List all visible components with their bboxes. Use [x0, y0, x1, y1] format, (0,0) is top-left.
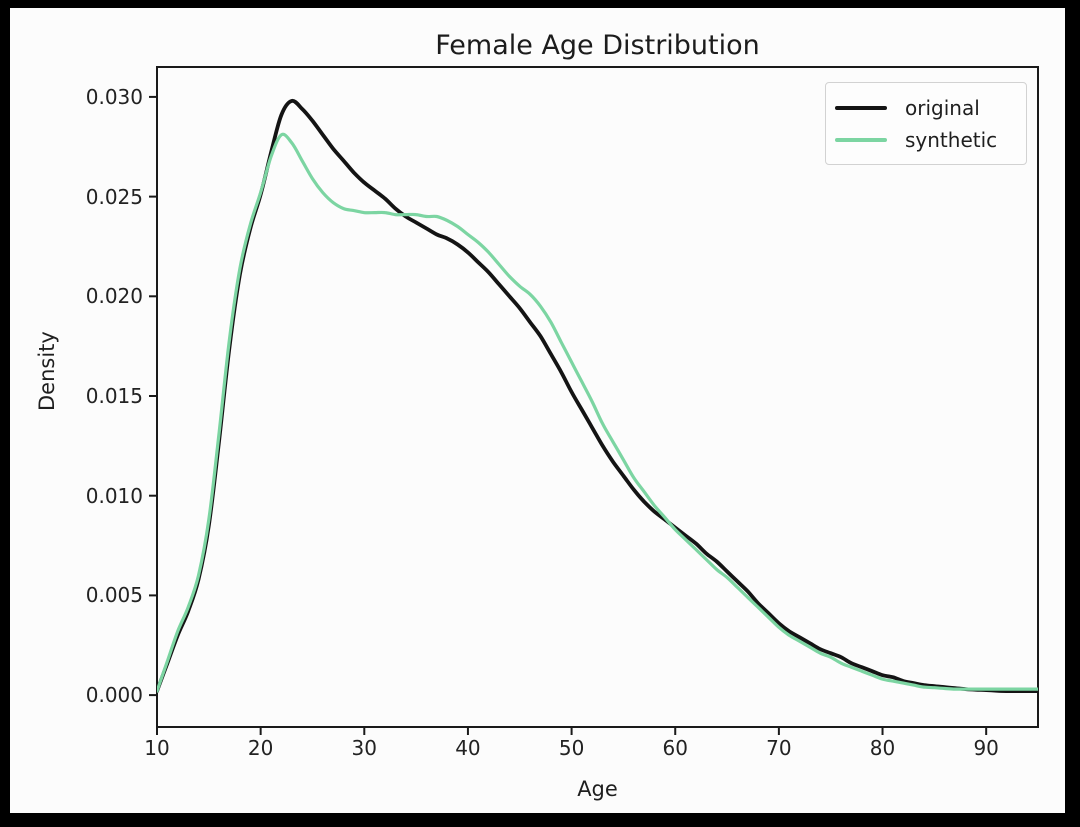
- y-tick-label: 0.005: [85, 583, 143, 608]
- x-tick-label: 90: [973, 736, 999, 760]
- x-tick-label: 40: [455, 736, 481, 760]
- plot-area: [149, 66, 1039, 735]
- plot-frame: [156, 66, 1039, 728]
- y-tick-label: 0.010: [85, 483, 143, 508]
- original-line-swatch: [835, 105, 887, 110]
- y-tick-label: 0.030: [85, 84, 143, 109]
- figure: Female Age Distribution 10 20 30 40 50 60 70 80…: [10, 8, 1065, 813]
- legend: original synthetic: [825, 82, 1027, 165]
- x-tick-label: 60: [662, 736, 688, 760]
- y-tick-label: 0.020: [85, 284, 143, 309]
- legend-label-original: original: [905, 95, 980, 120]
- x-tick-label: 30: [351, 736, 378, 760]
- legend-item-synthetic: synthetic: [835, 129, 1026, 151]
- x-tick-label: 10: [144, 736, 170, 760]
- x-tick-label: 70: [766, 736, 792, 760]
- synthetic-line-swatch: [835, 137, 887, 142]
- original-curve: [157, 98, 1038, 694]
- y-tick-label: 0.000: [85, 683, 143, 708]
- synthetic-curve: [157, 132, 1038, 693]
- legend-label-synthetic: synthetic: [905, 127, 998, 152]
- y-tick-label: 0.015: [85, 384, 143, 408]
- x-tick-label: 20: [247, 736, 274, 760]
- x-tick-label: 50: [558, 736, 585, 760]
- y-axis-label: Density: [35, 331, 59, 411]
- x-tick-label: 80: [869, 736, 896, 760]
- legend-item-original: original: [835, 97, 1026, 119]
- y-tick-label: 0.025: [85, 184, 143, 209]
- x-axis-label: Age: [577, 777, 618, 801]
- chart-title: Female Age Distribution: [435, 30, 760, 61]
